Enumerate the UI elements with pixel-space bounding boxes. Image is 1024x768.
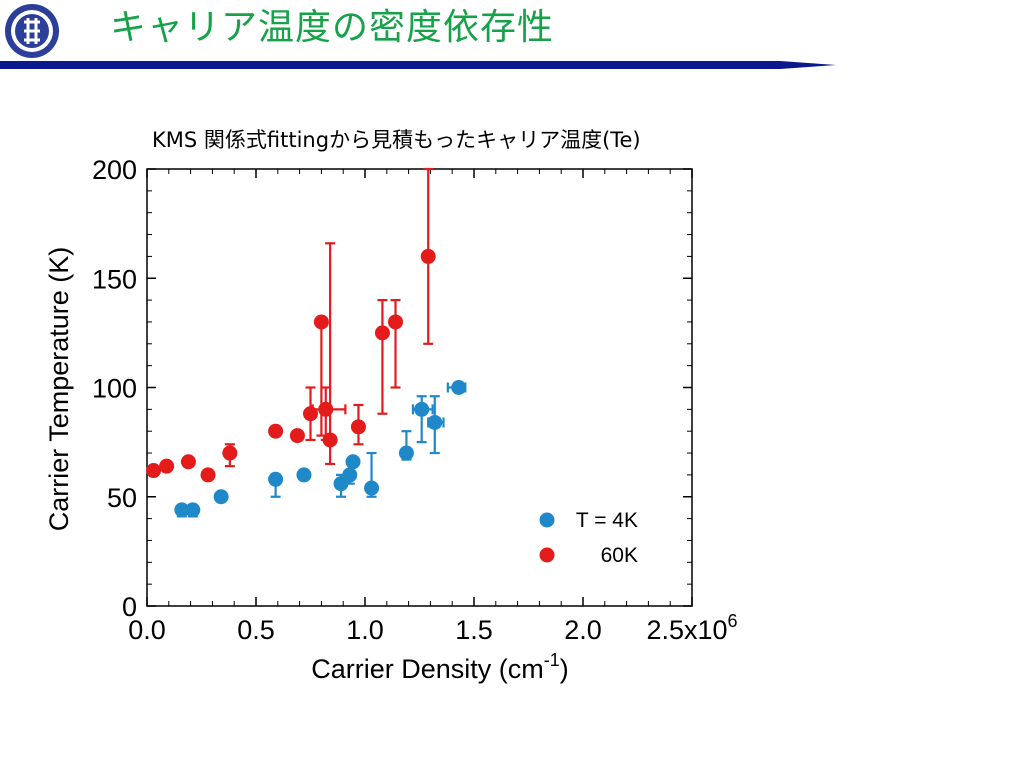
data-point	[289, 428, 305, 444]
legend: T = 4K 60K	[539, 509, 638, 567]
data-point	[296, 467, 312, 483]
data-point	[185, 502, 201, 518]
data-point	[222, 445, 238, 461]
x-tick-label: 1.5	[455, 615, 493, 645]
data-point	[322, 432, 338, 448]
plot-axes: 0.0 0.5 1.0 1.5 2.0 2.5x106 0 50 100 150 200	[92, 155, 738, 645]
legend-label: 60K	[601, 544, 638, 567]
data-point	[420, 248, 436, 264]
y-tick-label: 200	[92, 155, 137, 185]
data-point	[313, 314, 329, 330]
data-point	[350, 419, 366, 435]
x-tick-label: 0.0	[128, 615, 166, 645]
x-axis-title-main: Carrier Density (cm	[311, 654, 544, 684]
plot-frame	[146, 168, 693, 607]
legend-marker	[539, 512, 555, 528]
y-tick-label: 100	[92, 374, 137, 404]
x-tick-label: 0.5	[237, 615, 275, 645]
data-point	[451, 380, 467, 395]
y-tick-label: 50	[107, 483, 137, 513]
title-divider	[0, 61, 836, 69]
institution-seal-icon	[5, 4, 59, 58]
chart-title: KMS 関係式fittingから見積もったキャリア温度(Te)	[152, 128, 641, 152]
y-tick-label: 0	[122, 592, 137, 622]
series-0	[174, 380, 467, 518]
x-tick-label: 1.0	[346, 615, 384, 645]
x-tick-label: 2.0	[564, 615, 602, 645]
data-point	[146, 463, 162, 479]
y-axis-title: Carrier Temperature (K)	[44, 247, 74, 532]
x-axis-title-end: )	[560, 654, 569, 684]
legend-marker	[539, 547, 555, 563]
legend-label: T = 4K	[576, 509, 638, 532]
x-axis-title-sup: -1	[544, 650, 560, 670]
data-point	[213, 489, 229, 505]
y-tick-label: 150	[92, 264, 137, 294]
plot-marks	[146, 167, 467, 518]
data-point	[388, 314, 404, 330]
data-point	[159, 458, 175, 474]
data-point	[414, 401, 430, 417]
series-1	[146, 167, 436, 483]
data-point	[342, 467, 358, 483]
data-point	[427, 414, 443, 430]
data-point	[345, 454, 361, 470]
data-point	[268, 423, 284, 439]
data-point	[180, 454, 196, 470]
x-tick-label: 2.5x106	[646, 611, 737, 645]
data-point	[374, 325, 390, 341]
x-axis-title: Carrier Density (cm-1)	[311, 650, 569, 684]
data-point	[200, 467, 216, 483]
data-point	[174, 502, 190, 518]
carrier-temperature-chart: 0.0 0.5 1.0 1.5 2.0 2.5x106 0 50 100 150 200 T = 4…	[44, 155, 738, 684]
data-point	[268, 471, 284, 487]
slide-title: キャリア温度の密度依存性	[110, 7, 555, 48]
data-point	[398, 445, 414, 461]
data-point	[364, 480, 380, 496]
